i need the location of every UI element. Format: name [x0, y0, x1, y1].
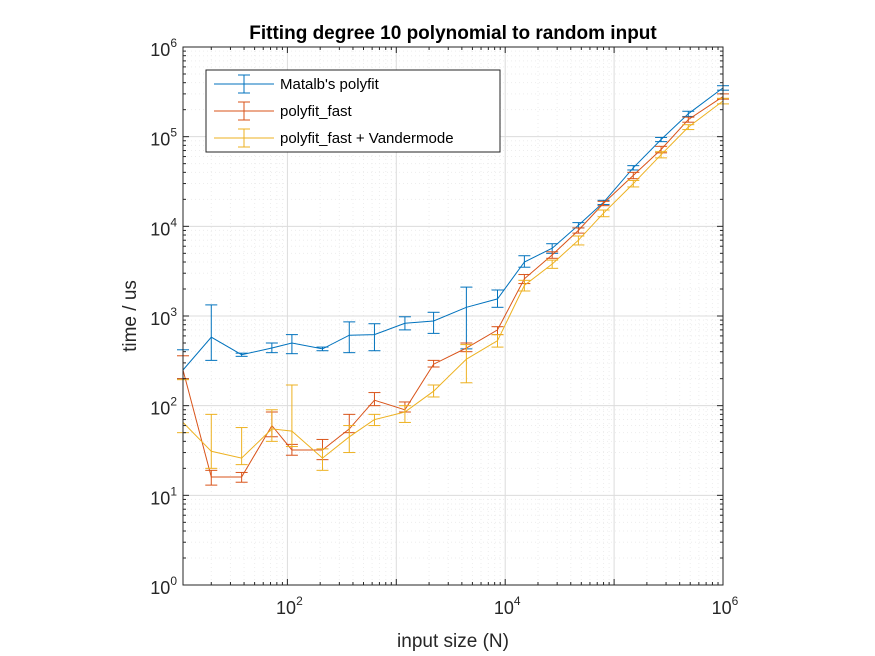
error-bar — [518, 255, 531, 268]
legend-label: polyfit_fast + Vandermode — [280, 130, 454, 147]
y-tick-label: 100 — [150, 574, 177, 598]
error-bar — [460, 344, 473, 384]
error-bar — [682, 116, 695, 123]
error-bar — [597, 209, 610, 218]
error-bar — [316, 448, 329, 471]
plot-series — [177, 85, 729, 486]
error-bar — [316, 346, 329, 352]
error-bar — [398, 316, 411, 331]
error-bar — [368, 392, 381, 407]
y-axis-label: time / us — [120, 280, 141, 352]
legend-entries: Matalb's polyfit polyfit_fast polyfit_fast… — [214, 74, 454, 148]
error-bar — [627, 171, 640, 180]
legend-entry-3: polyfit_fast + Vandermode — [214, 128, 454, 148]
error-bar — [572, 227, 585, 234]
x-tick-label: 106 — [712, 594, 739, 618]
error-bar — [546, 259, 559, 269]
series-1 — [177, 85, 729, 380]
error-bar — [518, 279, 531, 292]
tick-labels: 102 104 106 100 101 102 103 104 105 106 — [150, 36, 738, 618]
error-bar — [235, 471, 248, 483]
y-tick-label: 104 — [150, 215, 177, 239]
error-bar — [682, 124, 695, 131]
error-bar — [205, 469, 218, 486]
error-bar — [546, 251, 559, 259]
axis-ticks — [183, 46, 724, 586]
error-bar — [627, 179, 640, 188]
error-bar — [285, 334, 298, 355]
error-bar — [265, 342, 278, 354]
error-bar — [235, 352, 248, 357]
error-bar — [205, 304, 218, 361]
x-tick-label: 102 — [276, 594, 303, 618]
grid — [183, 46, 724, 586]
legend-label: polyfit_fast — [280, 103, 353, 120]
legend-label: Matalb's polyfit — [280, 76, 380, 93]
y-tick-label: 101 — [150, 484, 177, 508]
error-bar — [427, 359, 440, 368]
legend-entry-2: polyfit_fast — [214, 101, 353, 121]
error-bar — [368, 323, 381, 352]
error-bar — [491, 334, 504, 348]
error-bar — [427, 384, 440, 398]
x-axis-label: input size (N) — [397, 631, 509, 652]
error-bar — [572, 235, 585, 246]
series-line — [182, 100, 724, 459]
x-tick-label: 104 — [494, 594, 521, 618]
error-bar — [597, 200, 610, 207]
series-3 — [177, 97, 729, 471]
chart-title: Fitting degree 10 polynomial to random i… — [249, 23, 657, 44]
error-bar — [427, 311, 440, 334]
legend-entry-1: Matalb's polyfit — [214, 74, 380, 94]
error-bar — [285, 384, 298, 448]
y-tick-label: 105 — [150, 126, 177, 150]
error-bar — [627, 165, 640, 171]
error-bar — [655, 136, 668, 143]
error-bar — [235, 427, 248, 466]
y-tick-label: 102 — [150, 395, 177, 419]
error-bar — [368, 413, 381, 427]
series-line — [182, 87, 724, 371]
error-bar — [491, 289, 504, 308]
error-bar — [205, 413, 218, 469]
error-bar — [343, 425, 356, 454]
error-bar — [343, 321, 356, 354]
error-bar — [265, 409, 278, 442]
error-bar — [655, 151, 668, 159]
legend: Matalb's polyfit polyfit_fast polyfit_fast… — [205, 69, 501, 153]
y-tick-label: 106 — [150, 36, 177, 60]
y-tick-label: 103 — [150, 305, 177, 329]
error-bar — [398, 405, 411, 423]
